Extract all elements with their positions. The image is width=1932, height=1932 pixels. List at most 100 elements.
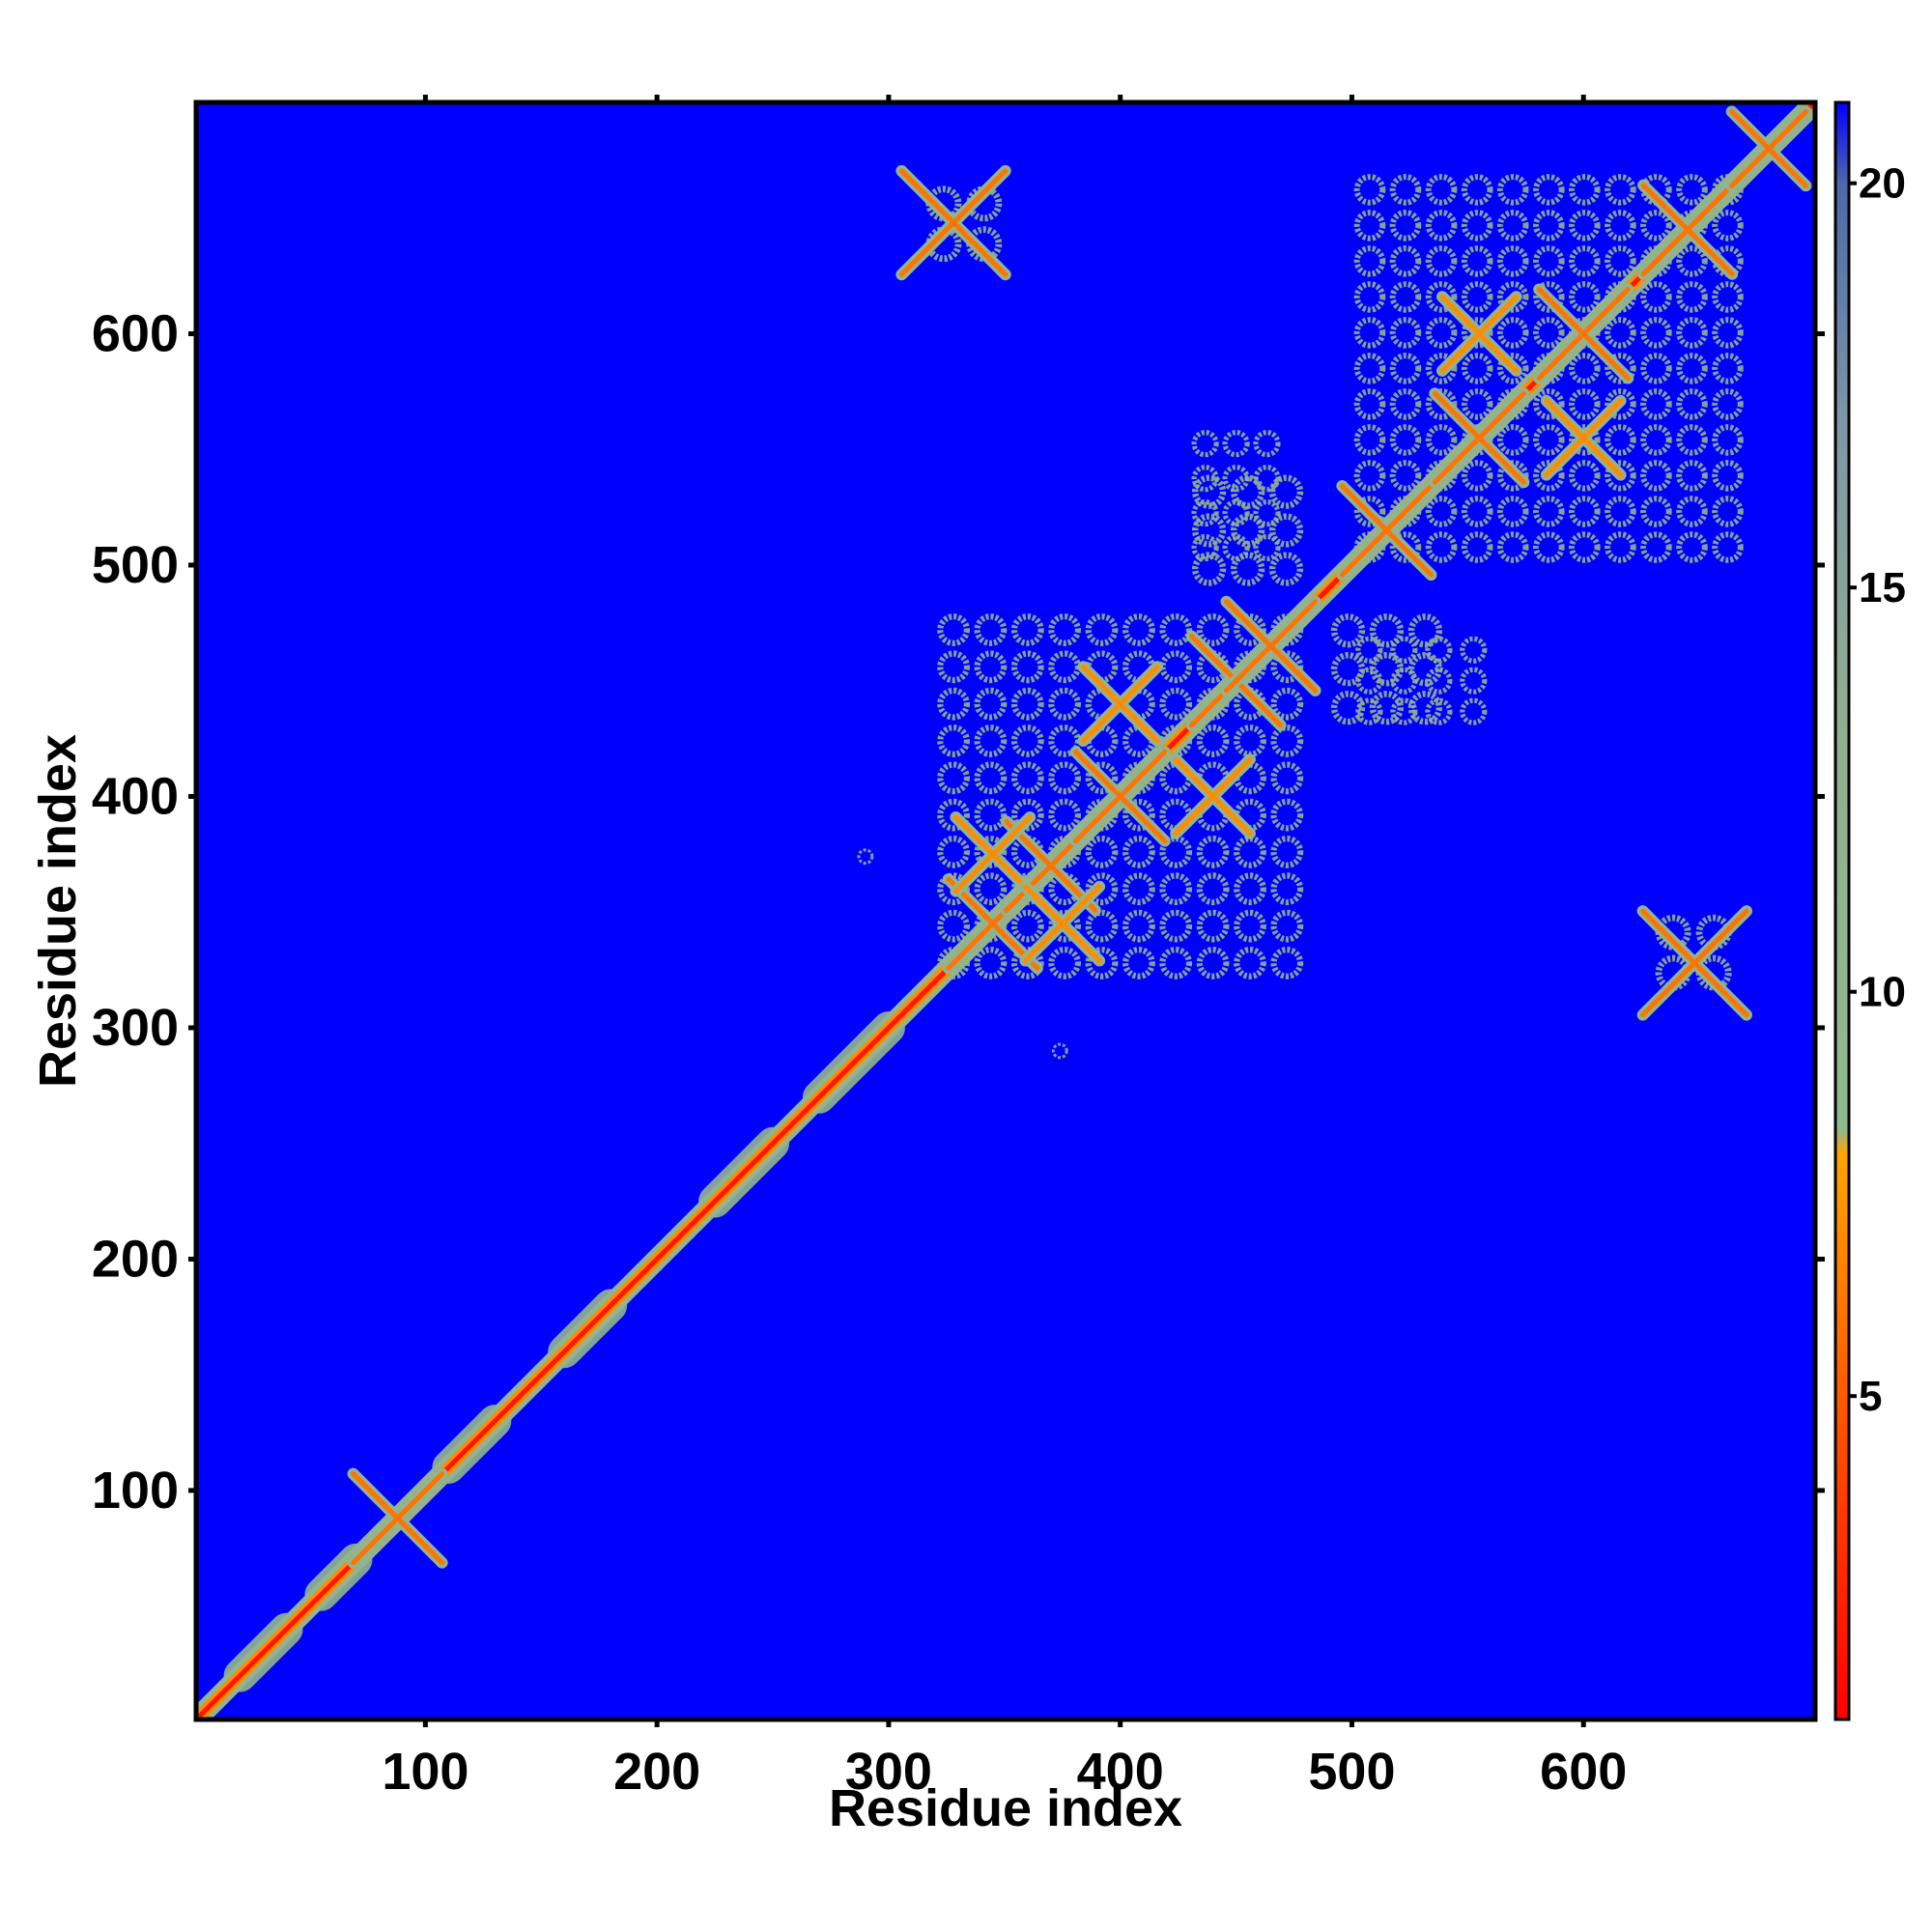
- contact-ring: [1496, 210, 1529, 242]
- contact-ring: [1010, 947, 1044, 980]
- contact-ring: [1461, 210, 1493, 242]
- contact-ring: [1712, 496, 1744, 527]
- contact-ring: [1460, 636, 1488, 664]
- contact-ring: [1640, 281, 1672, 313]
- contact-ring: [1122, 798, 1155, 832]
- contact-ring: [1010, 687, 1044, 721]
- contact-ring: [1085, 724, 1119, 757]
- contact-block: [1355, 636, 1488, 725]
- contact-ring: [1640, 210, 1672, 242]
- crossing-contact: [1429, 387, 1530, 489]
- contact-ring: [1605, 424, 1636, 456]
- contact-ring: [1496, 174, 1529, 206]
- contact-ring: [1268, 474, 1304, 509]
- contact-ring: [1353, 460, 1386, 492]
- contact-ring: [1270, 947, 1304, 980]
- contact-ring: [1676, 496, 1708, 527]
- contact-ring: [1605, 174, 1636, 206]
- contact-ring: [1222, 533, 1250, 562]
- contact-ring: [1605, 531, 1636, 563]
- contact-ring: [1569, 388, 1601, 420]
- contact-ring: [1425, 531, 1458, 563]
- contact-ring: [1122, 836, 1155, 868]
- x-tick-label: 300: [845, 1743, 932, 1801]
- contact-ring: [1640, 353, 1672, 384]
- contact-ring: [1605, 317, 1636, 349]
- contact-ring: [1330, 691, 1366, 725]
- contact-ring: [1253, 498, 1281, 527]
- contact-ring: [1533, 388, 1565, 420]
- contact-ring: [1085, 836, 1119, 868]
- contact-ring: [1389, 424, 1422, 456]
- contact-ring: [1330, 613, 1366, 648]
- y-tick-label: 600: [92, 304, 179, 362]
- crossing-contact: [1435, 291, 1522, 377]
- contact-ring: [1159, 650, 1193, 684]
- contact-ring: [1010, 650, 1044, 684]
- contact-ring: [1605, 496, 1636, 527]
- contact-ring: [1425, 317, 1458, 349]
- contact-ring: [1533, 245, 1565, 277]
- contact-ring: [1569, 424, 1601, 456]
- contact-ring: [1085, 909, 1119, 943]
- x-tick-label: 600: [1540, 1743, 1627, 1801]
- heatmap-area: [196, 102, 1815, 1719]
- crossing-contact: [1220, 595, 1321, 696]
- contact-ring: [1461, 281, 1493, 313]
- contact-ring: [1159, 613, 1193, 646]
- contact-ring: [1389, 460, 1422, 492]
- crossing-contact: [1069, 746, 1171, 847]
- contact-ring: [1676, 281, 1708, 313]
- contact-ring: [1712, 388, 1744, 420]
- contact-ring: [1085, 947, 1119, 980]
- contact-ring: [1369, 613, 1405, 648]
- x-tick-label: 400: [1077, 1743, 1164, 1801]
- contact-ring: [1712, 531, 1744, 563]
- contact-ring: [1389, 388, 1422, 420]
- contact-ring: [1270, 798, 1304, 832]
- contact-ring: [1191, 465, 1219, 493]
- contact-block: [857, 848, 874, 866]
- contact-ring: [1389, 210, 1422, 242]
- contact-ring: [1569, 174, 1601, 206]
- colorbar-tick-label: 20: [1859, 160, 1906, 208]
- contact-ring: [1569, 245, 1601, 277]
- contact-ring: [1222, 430, 1250, 458]
- contact-ring: [1353, 317, 1386, 349]
- contact-ring: [1676, 388, 1708, 420]
- contact-ring: [1496, 353, 1529, 384]
- contact-ring: [1253, 430, 1281, 458]
- contact-ring: [1425, 245, 1458, 277]
- contact-ring: [1122, 872, 1155, 906]
- contact-ring: [937, 836, 970, 868]
- contact-ring: [1270, 836, 1304, 868]
- y-tick-label: 500: [92, 536, 179, 594]
- contact-ring: [1196, 947, 1230, 980]
- contact-ring: [1640, 317, 1672, 349]
- contact-ring: [1425, 496, 1458, 527]
- contact-ring: [1390, 667, 1418, 695]
- contact-ring: [1048, 947, 1081, 980]
- contact-ring: [1712, 353, 1744, 384]
- contact-ring: [1048, 613, 1081, 646]
- contact-ring: [1640, 460, 1672, 492]
- contact-block: [1051, 1042, 1068, 1060]
- contact-ring: [1230, 513, 1265, 548]
- contact-ring: [1159, 909, 1193, 943]
- crossing-contact: [1637, 179, 1739, 280]
- contact-ring: [1355, 667, 1383, 695]
- contact-ring: [1640, 531, 1672, 563]
- contact-ring: [1159, 947, 1193, 980]
- contact-ring: [1569, 531, 1601, 563]
- contact-ring: [1353, 496, 1386, 527]
- contact-ring: [974, 798, 1008, 832]
- x-axis-title: Residue index: [829, 1779, 1182, 1837]
- contact-ring: [1676, 424, 1708, 456]
- contact-ring: [1461, 353, 1493, 384]
- contact-ring: [1605, 245, 1636, 277]
- contact-ring: [1712, 424, 1744, 456]
- contact-ring: [1640, 496, 1672, 527]
- contact-ring: [1010, 613, 1044, 646]
- contact-ring: [974, 836, 1008, 868]
- contact-ring: [1353, 353, 1386, 384]
